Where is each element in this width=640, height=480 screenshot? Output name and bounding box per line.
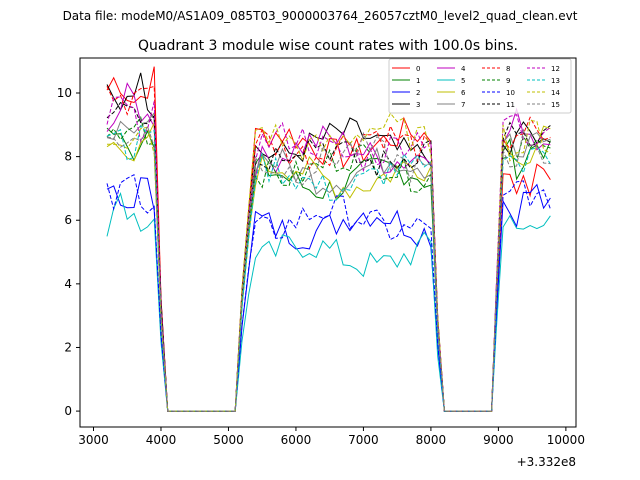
y-tick-label: 6 — [64, 213, 72, 227]
legend-label-12: 12 — [551, 65, 560, 73]
series-line-1 — [106, 127, 551, 412]
series-line-13 — [106, 124, 551, 412]
legend-label-6: 6 — [461, 89, 466, 97]
y-tick-label: 4 — [64, 277, 72, 291]
series-line-5 — [106, 192, 551, 412]
series-line-9 — [106, 115, 551, 412]
x-tick-label: 5000 — [213, 433, 244, 447]
legend-label-0: 0 — [416, 65, 420, 73]
legend-label-7: 7 — [461, 101, 465, 109]
x-tick-label: 6000 — [281, 433, 312, 447]
legend-label-5: 5 — [461, 77, 465, 85]
series-line-11 — [106, 101, 551, 412]
series-line-6 — [106, 122, 551, 412]
legend-label-15: 15 — [551, 101, 560, 109]
legend-label-11: 11 — [506, 101, 515, 109]
x-tick-label: 10000 — [547, 433, 585, 447]
series-line-10 — [106, 173, 551, 412]
y-tick-label: 10 — [57, 86, 72, 100]
series-line-0 — [106, 66, 551, 412]
legend-label-13: 13 — [551, 77, 560, 85]
x-tick-label: 7000 — [348, 433, 379, 447]
series-line-3 — [106, 72, 551, 412]
x-tick-label: 9000 — [483, 433, 514, 447]
chart-title: Quadrant 3 module wise count rates with … — [138, 38, 518, 54]
y-axis: 0 2 4 6 8 10 — [57, 86, 80, 418]
figure-suptitle: Data file: modeM0/AS1A09_085T03_90000037… — [63, 9, 578, 23]
legend-label-14: 14 — [551, 89, 560, 97]
legend-label-8: 8 — [506, 65, 510, 73]
legend-label-1: 1 — [416, 77, 420, 85]
y-tick-label: 0 — [64, 404, 72, 418]
plot-frame — [79, 57, 577, 428]
x-offset-label: +3.332e8 — [517, 455, 576, 469]
y-tick-label: 8 — [64, 150, 72, 164]
series-line-15 — [106, 125, 551, 412]
legend-label-9: 9 — [506, 77, 510, 85]
legend-label-4: 4 — [461, 65, 466, 73]
series-line-2 — [106, 177, 551, 412]
plot-area — [106, 66, 551, 412]
x-tick-label: 4000 — [146, 433, 177, 447]
legend-label-10: 10 — [506, 89, 515, 97]
x-axis: 3000 4000 5000 6000 7000 8000 9000 10000 — [78, 427, 585, 447]
y-tick-label: 2 — [64, 340, 72, 354]
legend-box — [388, 58, 572, 114]
legend-label-3: 3 — [416, 101, 420, 109]
legend-label-2: 2 — [416, 89, 420, 97]
x-tick-label: 8000 — [416, 433, 447, 447]
x-tick-label: 3000 — [78, 433, 109, 447]
